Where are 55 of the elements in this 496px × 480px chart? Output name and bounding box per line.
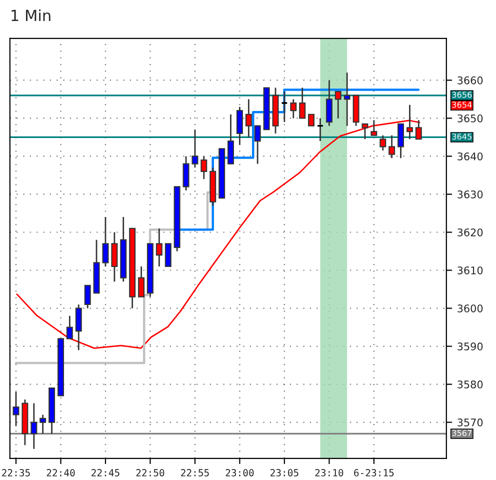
x-tick-label: 22:35 [2, 469, 30, 476]
x-tick-label: 23:10 [315, 469, 344, 476]
x-tick-label: 6-23:15 [354, 469, 394, 476]
x-tick-label: 22:55 [181, 469, 209, 476]
y-tick-label: 3630 [458, 190, 483, 198]
candlestick [84, 284, 91, 309]
candlestick [12, 391, 20, 427]
candlestick [299, 87, 306, 119]
candlestick [245, 98, 252, 138]
y-tick-label: 3610 [458, 266, 483, 274]
candlestick [66, 315, 73, 340]
line-series [16, 120, 420, 349]
ref-line-label: 3645 [452, 133, 472, 140]
candlestick [344, 72, 350, 127]
ref-line-label: 3656 [452, 92, 472, 98]
text: 3654 [452, 102, 472, 108]
y-tick-label: 3590 [458, 342, 483, 350]
candlestick [326, 80, 332, 127]
candlestick [75, 304, 82, 351]
candlestick [138, 266, 145, 298]
chart-title: 1 Min [12, 9, 50, 22]
y-tick-label: 3640 [458, 152, 483, 160]
candlestick [398, 123, 404, 159]
candlestick [156, 228, 162, 268]
x-tick-label: 23:05 [270, 469, 298, 476]
candlestick [164, 243, 172, 268]
candlestick [334, 90, 342, 119]
candlestick [111, 232, 118, 282]
candlestick [308, 114, 315, 126]
candlestick [254, 125, 261, 165]
x-tick-label: 22:40 [46, 469, 75, 476]
candlestick [30, 402, 38, 450]
candlestick [200, 156, 208, 180]
y-tick-label: 3580 [458, 380, 483, 388]
x-tick-label: 23:00 [226, 469, 254, 476]
candlestick [40, 414, 46, 434]
candlestick [236, 106, 243, 146]
candlestick [362, 123, 368, 140]
candlestick [102, 216, 109, 268]
candlestick [280, 90, 288, 123]
candlestick [316, 118, 324, 142]
y-tick-label: 3570 [458, 418, 483, 426]
candlestick [192, 128, 198, 168]
y-tick-label: 3650 [458, 114, 483, 122]
x-tick-label: 22:45 [92, 469, 120, 476]
candlestick [388, 134, 396, 159]
y-tick-label: 3600 [458, 304, 483, 312]
candlestick [380, 134, 386, 152]
candlestick [227, 114, 234, 165]
y-tick-label: 3660 [458, 76, 483, 84]
x-tick-label: 22:50 [136, 469, 164, 476]
candlestick [290, 98, 297, 119]
candlestick [182, 156, 190, 192]
ref-line-label: 3567 [452, 430, 472, 436]
y-tick-label: 3620 [458, 228, 483, 236]
